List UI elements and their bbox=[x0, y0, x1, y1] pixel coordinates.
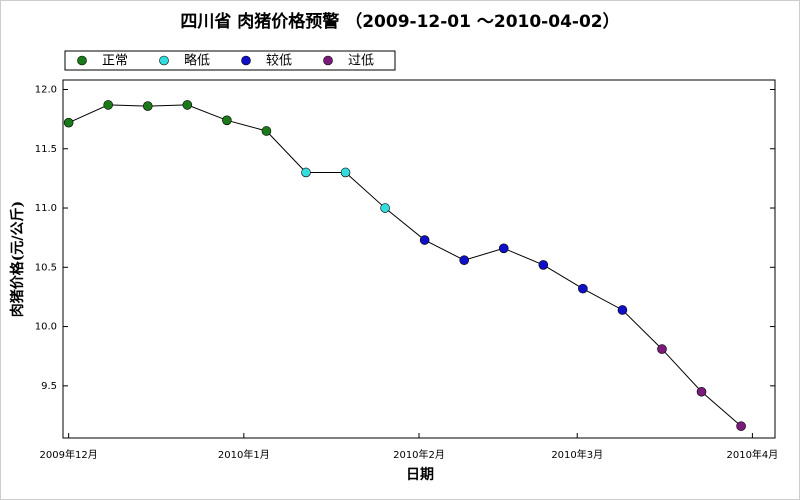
x-tick-label: 2010年4月 bbox=[726, 448, 778, 461]
point bbox=[538, 260, 549, 270]
legend-marker bbox=[77, 55, 87, 66]
point bbox=[103, 100, 114, 110]
point bbox=[222, 115, 232, 126]
point bbox=[578, 283, 588, 294]
point bbox=[459, 255, 470, 265]
x-tick-label: 2009年12月 bbox=[40, 448, 98, 461]
y-tick-label: 11.5 bbox=[35, 144, 57, 155]
point bbox=[301, 167, 311, 178]
point bbox=[142, 101, 153, 111]
legend-marker bbox=[241, 55, 251, 66]
point bbox=[696, 386, 707, 397]
x-axis-label: 日期 bbox=[406, 467, 434, 483]
point bbox=[340, 167, 351, 178]
legend-marker bbox=[323, 55, 333, 66]
x-tick-label: 2010年2月 bbox=[393, 448, 445, 461]
plot-area bbox=[62, 79, 776, 439]
point bbox=[419, 235, 430, 245]
legend-label: 正常 bbox=[102, 54, 128, 69]
point bbox=[182, 100, 193, 110]
point bbox=[261, 126, 272, 136]
x-tick-label: 2010年1月 bbox=[218, 448, 270, 461]
x-tick-label: 2010年3月 bbox=[551, 448, 603, 461]
y-tick-label: 10.0 bbox=[35, 322, 57, 333]
point bbox=[498, 243, 509, 254]
y-axis-label: 肉猪价格(元/公斤) bbox=[9, 201, 26, 317]
chart-title: 四川省 肉猪价格预警 （2009-12-01 ～2010-04-02） bbox=[180, 11, 619, 32]
legend-marker bbox=[159, 55, 169, 66]
point bbox=[657, 344, 667, 354]
legend-label: 略低 bbox=[184, 53, 210, 69]
y-tick-label: 10.5 bbox=[35, 262, 57, 273]
legend-label: 过低 bbox=[348, 54, 374, 69]
y-tick-label: 11.0 bbox=[35, 203, 57, 214]
legend-label: 较低 bbox=[266, 54, 292, 69]
point bbox=[736, 421, 746, 431]
y-tick-label: 12.0 bbox=[35, 84, 57, 95]
y-tick-label: 9.5 bbox=[41, 381, 57, 392]
point bbox=[617, 305, 628, 315]
legend bbox=[64, 50, 396, 71]
line bbox=[68, 104, 742, 427]
point bbox=[380, 203, 390, 213]
point bbox=[63, 117, 74, 128]
